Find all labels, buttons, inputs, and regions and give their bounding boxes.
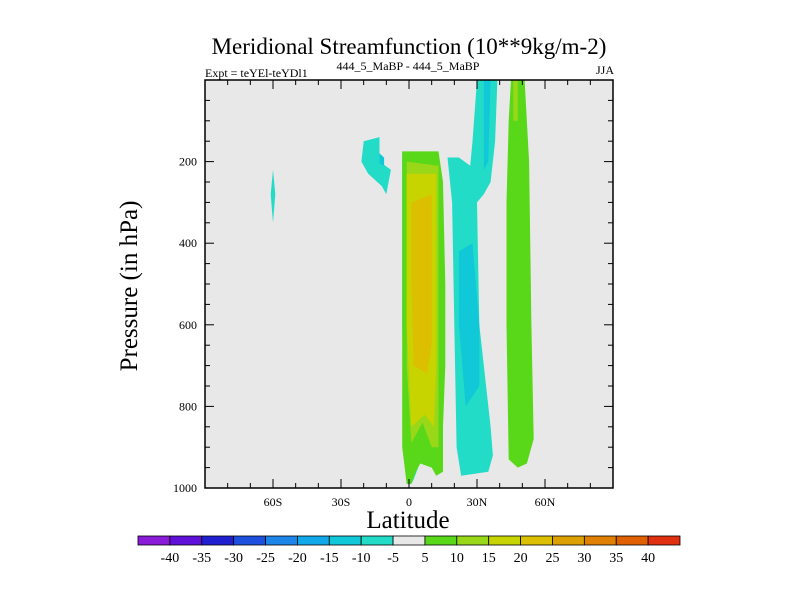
subtitle-center: 444_5_MaBP - 444_5_MaBP [337, 59, 480, 73]
colorbar-label: -20 [288, 551, 307, 566]
contour-region-11 [361, 137, 391, 195]
colorbar-swatch [456, 535, 490, 546]
contour-region-7 [458, 243, 480, 407]
colorbar-label: 35 [609, 551, 623, 566]
y-tick-label: 600 [179, 318, 197, 332]
colorbar-label: 15 [482, 551, 496, 566]
chart-title: Meridional Streamfunction (10**9kg/m-2) [212, 34, 607, 59]
x-tick-label: 30S [332, 495, 351, 509]
subtitle-right: JJA [596, 63, 614, 77]
contour-region-12 [379, 153, 385, 166]
colorbar-swatch [328, 535, 362, 546]
colorbar-swatch [360, 535, 394, 546]
subtitle-left: Expt = teYEl-teYDl1 [205, 66, 308, 80]
colorbar-label: 5 [421, 551, 428, 566]
contour-region-10 [513, 80, 518, 121]
contour-region-5 [411, 194, 432, 374]
contour-regions [270, 80, 534, 484]
x-tick-label: 60S [264, 495, 283, 509]
y-axis-label: Pressure (in hPa) [116, 201, 143, 372]
colorbar-swatch [297, 535, 330, 546]
colorbar-label: -40 [161, 551, 180, 566]
colorbar-label: -15 [320, 551, 339, 566]
colorbar-swatch [392, 535, 426, 546]
y-tick-label: 200 [179, 155, 197, 169]
colorbar-swatch [647, 535, 681, 546]
contour-region-13 [270, 169, 276, 223]
y-tick-label: 400 [179, 236, 197, 250]
x-axis-label: Latitude [366, 507, 449, 534]
colorbar-label: -10 [352, 551, 371, 566]
colorbar-label: 10 [450, 551, 464, 566]
colorbar-label: -30 [224, 551, 243, 566]
colorbar-swatch [488, 535, 521, 546]
colorbar-label: -5 [387, 551, 399, 566]
colorbar-swatch [520, 535, 553, 546]
colorbar-label: -25 [256, 551, 275, 566]
colorbar-swatch [137, 535, 171, 546]
contour-region-9 [506, 80, 534, 468]
colorbar-label: -35 [192, 551, 211, 566]
colorbar-swatch [201, 535, 235, 546]
colorbar: -40 -35 -30 -25 -20 -15 -10 -5 5 10 15 20 25 30 35 40 [137, 535, 681, 566]
colorbar-swatch [583, 535, 617, 546]
contour-region-8 [483, 80, 491, 170]
x-tick-label: 30N [467, 495, 488, 509]
colorbar-label: 30 [577, 551, 591, 566]
colorbar-swatch [552, 535, 585, 546]
colorbar-label: 40 [641, 551, 655, 566]
colorbar-swatch [265, 535, 298, 546]
x-tick-label: 60N [535, 495, 556, 509]
axis-ticks: 60S 30S 0 30N 60N 200 400 600 800 1000 [173, 80, 613, 509]
x-tick-label: 0 [406, 495, 412, 509]
colorbar-label: 20 [514, 551, 528, 566]
colorbar-swatch [233, 535, 266, 546]
y-tick-label: 1000 [173, 481, 197, 495]
colorbar-label: 25 [545, 551, 559, 566]
colorbar-swatch [169, 535, 203, 546]
y-tick-label: 800 [179, 399, 197, 413]
colorbar-swatch [615, 535, 649, 546]
colorbar-swatch [424, 535, 458, 546]
